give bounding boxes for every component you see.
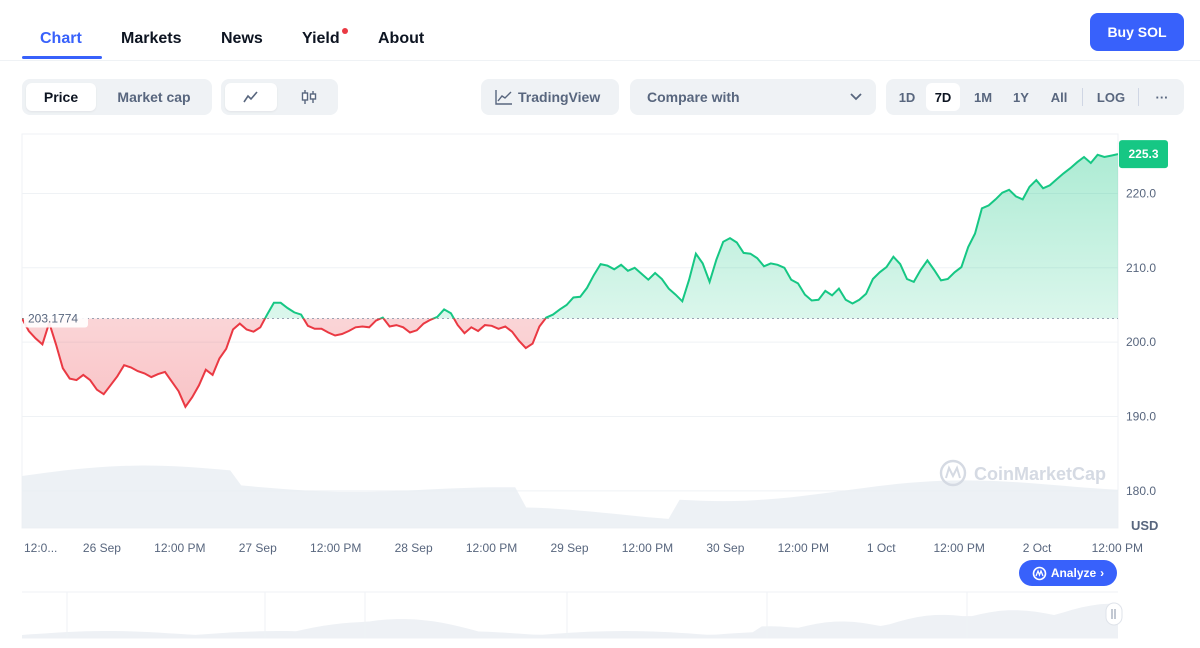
- currency-unit-label: USD: [1131, 518, 1158, 533]
- x-tick-label: 29 Sep: [550, 541, 588, 555]
- tradingview-icon: [495, 90, 512, 105]
- baseline-badge: 203.1774: [24, 309, 88, 328]
- x-tick-label: 12:0...: [24, 541, 57, 555]
- current-price-label: 225.3: [1128, 147, 1158, 161]
- current-price-badge: 225.3: [1119, 140, 1168, 169]
- x-tick-label: 12:00 PM: [622, 541, 673, 555]
- navigator-handle[interactable]: [1105, 602, 1123, 626]
- y-tick-label: 190.0: [1126, 409, 1156, 423]
- tab-yield[interactable]: Yield: [302, 30, 340, 47]
- x-tick-label: 2 Oct: [1023, 541, 1052, 555]
- chart-style-toggle: [221, 79, 338, 115]
- compare-with-select[interactable]: Compare with: [630, 79, 876, 115]
- y-tick-label: 210.0: [1126, 261, 1156, 275]
- plot-area-border: [21, 133, 1119, 529]
- y-tick-label: 220.0: [1126, 186, 1156, 200]
- range-all[interactable]: All: [1050, 89, 1068, 105]
- range-1y[interactable]: 1Y: [1013, 89, 1029, 105]
- x-tick-label: 27 Sep: [239, 541, 277, 555]
- price-area-up: [22, 154, 1118, 319]
- market-cap-toggle[interactable]: Market cap: [117, 89, 191, 105]
- price-toggle[interactable]: Price: [26, 83, 96, 111]
- price-line-down: [22, 318, 547, 409]
- y-tick-label: 200.0: [1126, 335, 1156, 349]
- x-tick-label: 1 Oct: [867, 541, 896, 555]
- metric-toggle: Price Market cap: [22, 79, 212, 115]
- x-tick-label: 12:00 PM: [154, 541, 205, 555]
- more-options-button[interactable]: ···: [1155, 89, 1169, 105]
- yield-notification-dot: [342, 28, 348, 34]
- time-range-selector: 1D 7D 1M 1Y All LOG ···: [886, 79, 1184, 115]
- tradingview-label: TradingView: [518, 89, 601, 105]
- price-line-up: [22, 153, 1118, 319]
- range-divider: [1082, 88, 1083, 106]
- analyze-label: Analyze: [1050, 566, 1097, 580]
- range-1d[interactable]: 1D: [898, 89, 916, 105]
- buy-sol-button[interactable]: Buy SOL: [1090, 13, 1184, 51]
- x-tick-label: 26 Sep: [83, 541, 121, 555]
- coinmarketcap-logo-mark: [945, 465, 961, 479]
- chevron-down-icon: [850, 93, 862, 101]
- tab-about[interactable]: About: [378, 30, 425, 47]
- active-tab-underline: [22, 56, 102, 59]
- range-1m[interactable]: 1M: [973, 89, 993, 105]
- x-tick-label: 12:00 PM: [778, 541, 829, 555]
- volume-area: [22, 465, 1118, 528]
- watermark: CoinMarketCap: [939, 459, 1106, 487]
- x-tick-label: 28 Sep: [395, 541, 433, 555]
- x-tick-label: 12:00 PM: [466, 541, 517, 555]
- tab-chart[interactable]: Chart: [40, 30, 82, 47]
- line-chart-button[interactable]: [225, 83, 277, 111]
- x-tick-label: 12:00 PM: [933, 541, 984, 555]
- coinmarketcap-logo-icon: [939, 459, 967, 487]
- log-scale-toggle[interactable]: LOG: [1096, 89, 1126, 105]
- y-tick-label: 180.0: [1126, 484, 1156, 498]
- analyze-icon: [1032, 566, 1047, 580]
- tab-markets[interactable]: Markets: [121, 30, 182, 47]
- tab-news[interactable]: News: [221, 30, 263, 47]
- candlestick-icon: [301, 90, 317, 104]
- x-tick-label: 30 Sep: [706, 541, 744, 555]
- candlestick-button[interactable]: [283, 83, 335, 111]
- watermark-text: CoinMarketCap: [974, 464, 1106, 484]
- navigator-area: [22, 603, 1118, 638]
- x-tick-label: 12:00 PM: [1092, 541, 1143, 555]
- compare-with-label: Compare with: [647, 89, 740, 105]
- tradingview-button[interactable]: TradingView: [481, 79, 619, 115]
- price-area-down: [22, 318, 546, 407]
- range-7d[interactable]: 7D: [926, 83, 960, 111]
- x-tick-label: 12:00 PM: [310, 541, 361, 555]
- range-divider: [1138, 88, 1139, 106]
- top-nav: Chart Markets News Yield About Buy SOL: [0, 0, 1200, 61]
- line-chart-icon: [243, 91, 258, 103]
- baseline-label: 203.1774: [28, 312, 78, 326]
- chevron-right-icon: ›: [1100, 566, 1105, 580]
- analyze-button[interactable]: Analyze ›: [1019, 560, 1117, 586]
